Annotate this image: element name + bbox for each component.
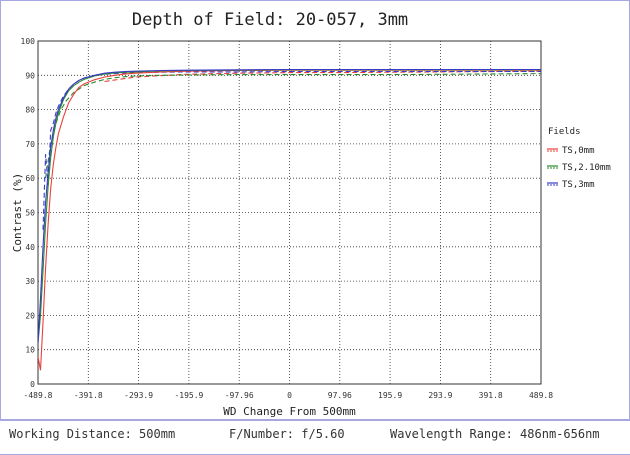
y-tick-label: 60 <box>25 174 35 183</box>
working-distance-label: Working Distance: 500mm <box>9 427 176 441</box>
y-tick-label: 30 <box>25 277 35 286</box>
footer-bar: Working Distance: 500mm F/Number: f/5.60… <box>0 420 630 455</box>
y-tick-label: 80 <box>25 106 35 115</box>
chart-title: Depth of Field: 20-057, 3mm <box>132 10 408 30</box>
y-tick-label: 90 <box>25 71 35 80</box>
series-line-dashed-1 <box>45 73 541 179</box>
f-number-label: F/Number: f/5.60 <box>229 427 345 441</box>
wavelength-range-label: Wavelength Range: 486nm-656nm <box>390 427 600 441</box>
x-tick-label: 195.9 <box>378 391 402 400</box>
legend-entry: TS,0mm <box>562 146 595 156</box>
series-line-dashed-0 <box>104 70 541 83</box>
y-axis-label: Contrast (%) <box>11 173 24 252</box>
y-tick-label: 0 <box>30 380 35 389</box>
y-tick-label: 100 <box>21 37 36 46</box>
y-tick-label: 20 <box>25 311 35 320</box>
legend-title: Fields <box>548 127 581 137</box>
legend-entry: TS,2.10mm <box>562 163 611 173</box>
y-tick-label: 50 <box>25 209 35 218</box>
x-tick-label: -293.9 <box>124 391 153 400</box>
y-tick-label: 40 <box>25 243 35 252</box>
y-tick-label: 70 <box>25 140 35 149</box>
legend-entry: TS,3mm <box>562 180 595 190</box>
x-tick-label: 489.8 <box>529 391 553 400</box>
footer-top-rule <box>0 420 630 421</box>
x-tick-label: -97.96 <box>225 391 254 400</box>
x-tick-label: 391.8 <box>479 391 503 400</box>
x-tick-label: -489.8 <box>24 391 53 400</box>
x-tick-label: 293.9 <box>428 391 452 400</box>
x-tick-label: -195.9 <box>174 391 203 400</box>
x-tick-label: 97.96 <box>328 391 352 400</box>
x-tick-label: -391.8 <box>74 391 103 400</box>
x-axis-label: WD Change From 500mm <box>223 405 356 418</box>
plot-frame <box>37 40 542 385</box>
x-tick-label: 0 <box>287 391 292 400</box>
series-line-solid-2 <box>38 68 541 343</box>
dof-chart: Depth of Field: 20-057, 3mm -489.8 -391.8 -… <box>0 0 630 420</box>
y-tick-label: 10 <box>25 346 35 355</box>
